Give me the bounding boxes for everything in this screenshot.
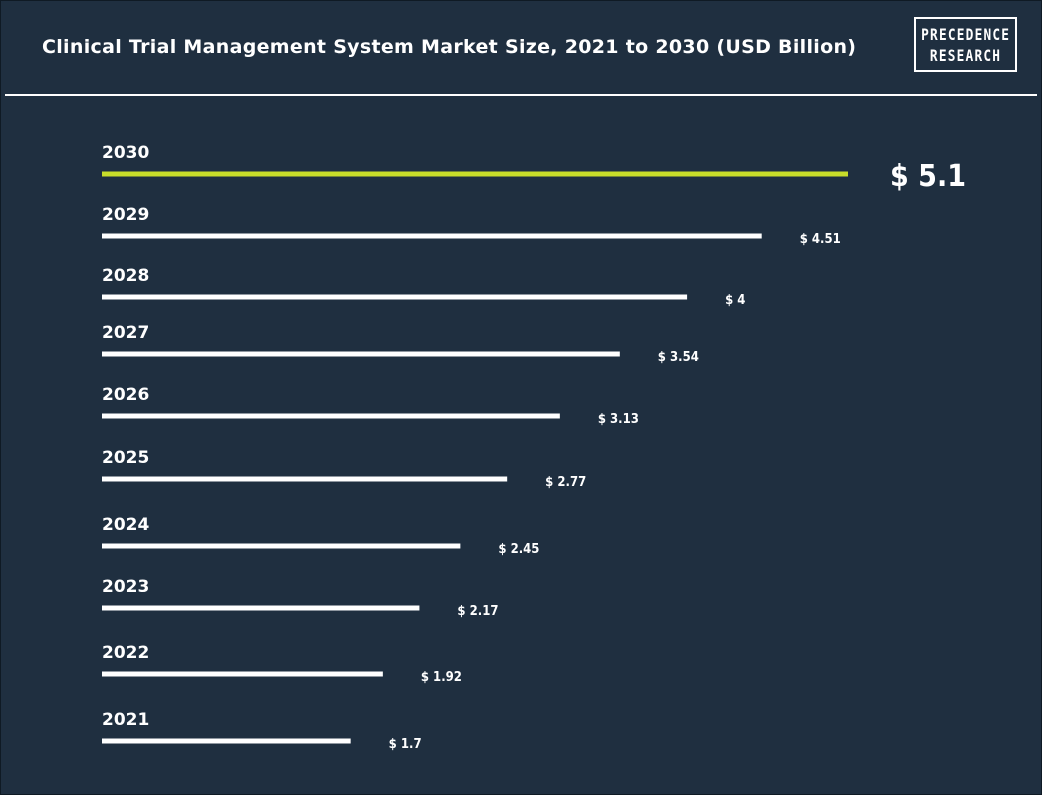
bar-2027 <box>102 351 620 357</box>
value-label-2022: $ 1.92 <box>421 670 462 685</box>
value-label-2028: $ 4 <box>725 293 745 308</box>
precedence-research-logo: PRECEDENCE RESEARCH <box>914 17 1017 72</box>
value-label-2030: $ 5.1 <box>890 159 966 194</box>
year-label-2026: 2026 <box>102 385 149 405</box>
value-label-2024: $ 2.45 <box>498 542 539 557</box>
year-label-2027: 2027 <box>102 323 149 343</box>
value-label-2023: $ 2.17 <box>457 604 498 619</box>
logo-line-1: PRECEDENCE <box>920 24 1011 44</box>
value-label-2026: $ 3.13 <box>598 412 639 427</box>
year-label-2023: 2023 <box>102 577 149 597</box>
year-label-2030: 2030 <box>102 143 149 163</box>
bar-2023 <box>102 605 420 611</box>
bar-2021 <box>102 738 351 744</box>
bar-2024 <box>102 543 461 549</box>
year-label-2028: 2028 <box>102 266 149 286</box>
year-label-2021: 2021 <box>102 710 149 730</box>
value-label-2021: $ 1.7 <box>389 737 422 752</box>
header-divider <box>5 94 1037 96</box>
bar-2028 <box>102 294 688 300</box>
bar-2029 <box>102 233 762 239</box>
year-label-2024: 2024 <box>102 515 149 535</box>
bar-2025 <box>102 476 508 482</box>
logo-line-2: RESEARCH <box>929 45 1002 65</box>
chart-title: Clinical Trial Management System Market … <box>42 36 857 58</box>
year-label-2022: 2022 <box>102 643 149 663</box>
bar-2022 <box>102 671 383 677</box>
bar-2030 <box>102 171 848 177</box>
bar-2026 <box>102 413 560 419</box>
value-label-2029: $ 4.51 <box>800 232 841 247</box>
year-label-2029: 2029 <box>102 205 149 225</box>
value-label-2027: $ 3.54 <box>658 350 699 365</box>
value-label-2025: $ 2.77 <box>545 475 586 490</box>
year-label-2025: 2025 <box>102 448 149 468</box>
